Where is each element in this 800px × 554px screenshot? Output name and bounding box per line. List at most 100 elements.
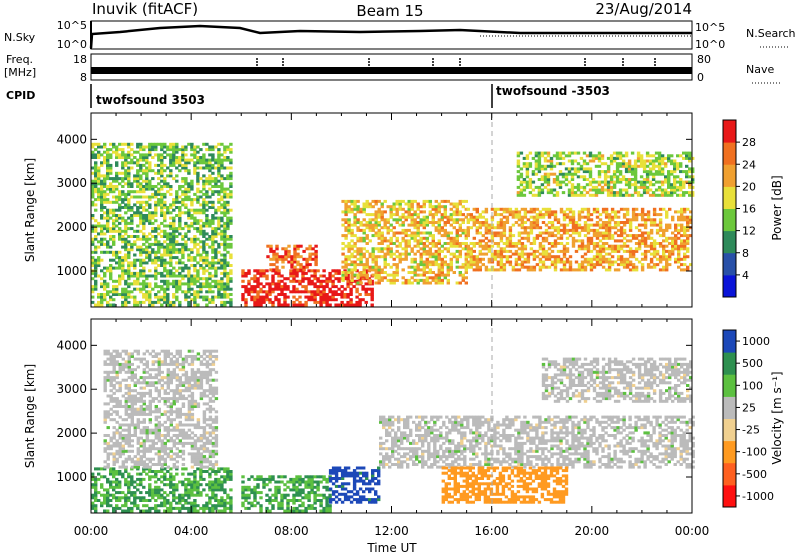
echo-cell	[383, 252, 387, 256]
echo-cell	[633, 170, 638, 174]
echo-cell	[404, 247, 408, 251]
echo-cell	[202, 174, 206, 178]
echo-cell	[413, 221, 417, 224]
echo-cell	[370, 290, 374, 294]
echo-cell	[169, 153, 173, 157]
echo-cell	[633, 159, 638, 163]
echo-cell	[559, 268, 564, 272]
echo-cell	[588, 159, 593, 163]
echo-cell	[199, 203, 203, 207]
echo-cell	[529, 265, 534, 269]
echo-cell	[633, 167, 638, 171]
echo-cell	[109, 290, 113, 294]
echo-cell	[130, 491, 134, 495]
echo-cell	[193, 475, 197, 479]
echo-cell	[103, 298, 107, 302]
echo-cell	[525, 185, 530, 189]
echo-cell	[410, 213, 414, 217]
echo-cell	[184, 493, 188, 497]
echo-cell	[401, 228, 405, 232]
echo-cell	[208, 298, 212, 302]
echo-cell	[205, 253, 209, 257]
echo-cell	[645, 185, 650, 189]
echo-cell	[586, 247, 591, 251]
echo-cell	[313, 282, 317, 286]
echo-cell	[434, 278, 438, 282]
echo-cell	[193, 192, 197, 196]
echo-cell	[651, 162, 656, 166]
echo-cell	[130, 195, 134, 199]
echo-cell	[292, 277, 296, 281]
echo-cell	[464, 263, 468, 267]
echo-cell	[100, 483, 104, 487]
echo-cell	[175, 198, 179, 202]
echo-cell	[380, 247, 384, 251]
echo-cell	[589, 223, 594, 227]
echo-cell	[341, 271, 345, 274]
echo-cell	[118, 235, 122, 238]
echo-cell	[493, 226, 498, 230]
echo-cell	[634, 218, 639, 222]
echo-cell	[106, 211, 110, 215]
echo-cell	[103, 211, 107, 215]
echo-cell	[528, 180, 533, 184]
echo-cell	[612, 170, 617, 174]
echo-cell	[640, 210, 645, 214]
echo-cell	[419, 268, 423, 272]
echo-cell	[413, 218, 417, 222]
echo-cell	[645, 170, 650, 174]
echo-cell	[637, 242, 642, 245]
echo-cell	[172, 271, 176, 275]
echo-cell	[121, 264, 125, 267]
echo-cell	[344, 255, 348, 259]
echo-cell	[410, 207, 414, 211]
echo-cell	[484, 228, 489, 232]
echo-cell	[118, 171, 122, 175]
echo-cell	[115, 208, 119, 212]
echo-cell	[452, 252, 456, 256]
echo-cell	[413, 234, 417, 238]
echo-cell	[133, 190, 137, 194]
echo-cell	[364, 287, 368, 291]
echo-cell	[344, 213, 348, 217]
echo-cell	[652, 247, 657, 251]
echo-cell	[172, 499, 176, 502]
echo-cell	[466, 255, 470, 259]
echo-cell	[296, 268, 300, 272]
echo-cell	[109, 277, 113, 281]
echo-cell	[115, 480, 119, 484]
echo-cell	[100, 269, 104, 273]
echo-cell	[106, 269, 110, 273]
echo-cell	[205, 256, 209, 260]
echo-cell	[124, 256, 128, 260]
echo-cell	[277, 274, 281, 278]
echo-cell	[461, 205, 465, 209]
echo-cell	[142, 169, 146, 173]
echo-cell	[115, 200, 119, 204]
echo-cell	[537, 156, 542, 160]
echo-cell	[616, 268, 621, 272]
echo-cell	[691, 180, 695, 184]
echo-cell	[121, 171, 125, 175]
echo-cell	[352, 303, 356, 307]
echo-cell	[559, 242, 564, 245]
echo-cell	[124, 467, 128, 471]
echo-cell	[526, 236, 531, 240]
echo-cell	[115, 177, 119, 181]
echo-cell	[368, 221, 372, 224]
echo-cell	[271, 287, 275, 291]
echo-cell	[446, 278, 450, 282]
echo-cell	[383, 265, 387, 269]
echo-cell	[175, 501, 179, 505]
echo-cell	[637, 260, 642, 264]
echo-cell	[139, 248, 143, 252]
echo-cell	[103, 266, 107, 270]
echo-cell	[597, 188, 602, 192]
echo-cell	[272, 257, 276, 261]
echo-cell	[308, 247, 312, 251]
echo-cell	[534, 193, 539, 197]
echo-cell	[665, 210, 669, 214]
echo-cell	[686, 207, 690, 211]
echo-cell	[100, 293, 104, 296]
echo-cell	[637, 213, 642, 217]
